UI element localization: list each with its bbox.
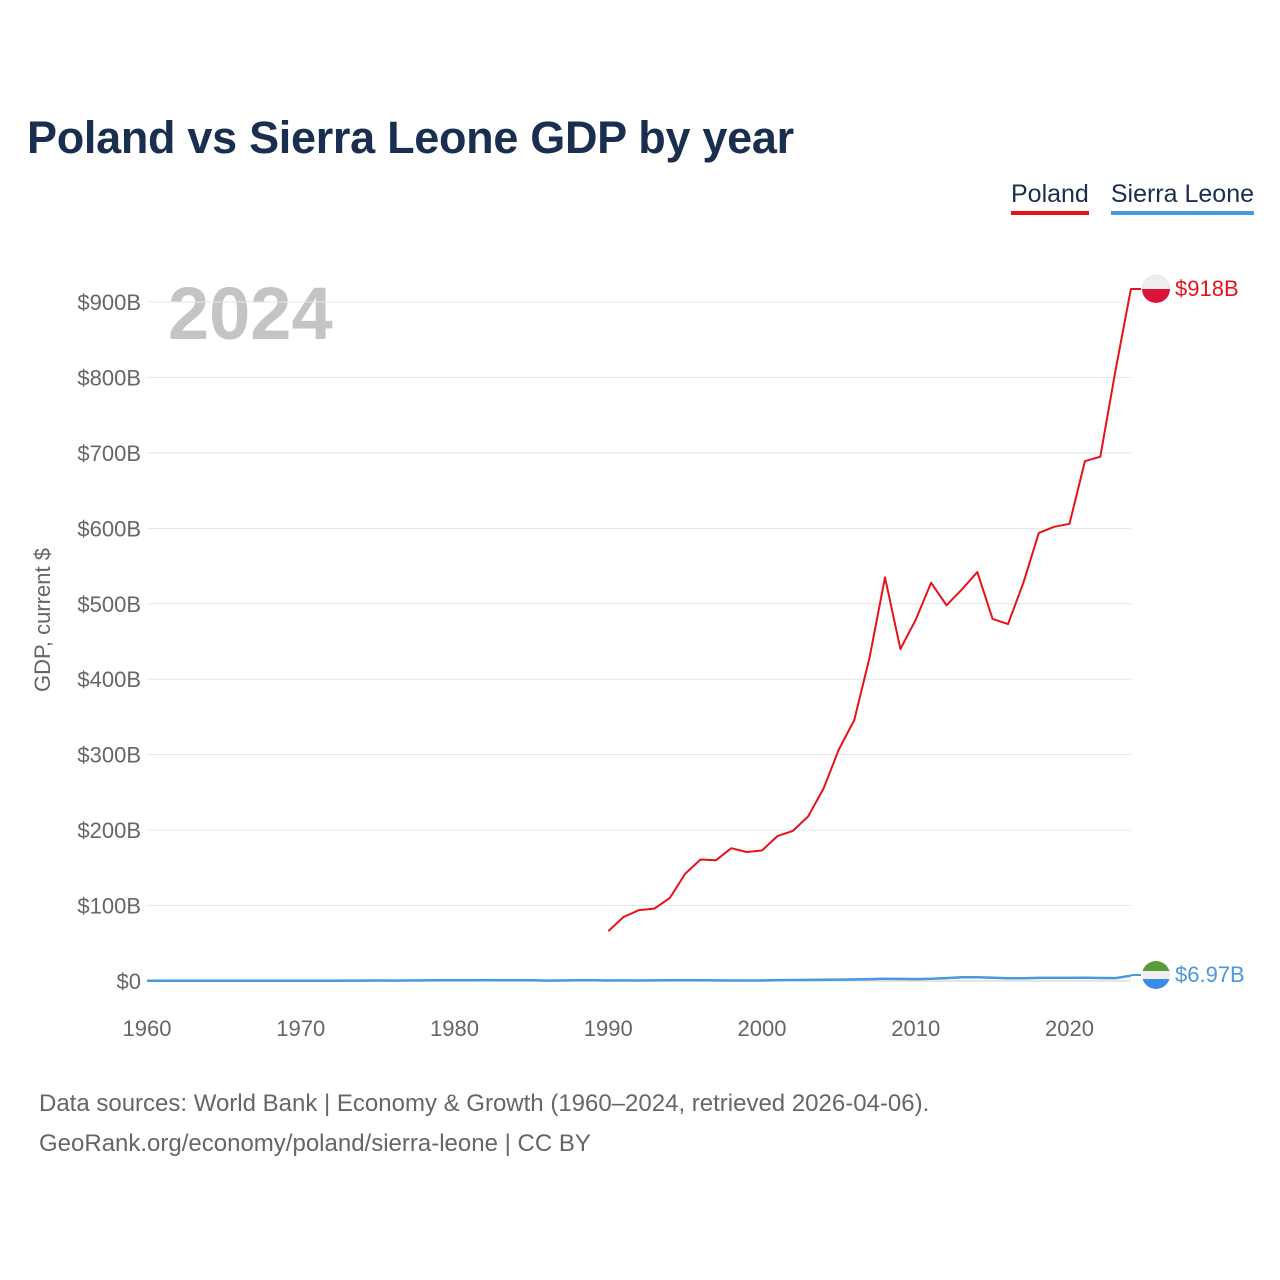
y-axis-label: GDP, current $: [30, 548, 55, 692]
source-line-2: GeoRank.org/economy/poland/sierra-leone …: [39, 1130, 591, 1157]
x-tick-label: 1970: [276, 1016, 325, 1041]
y-tick-label: $900B: [77, 290, 141, 315]
sierra-leone-flag-icon: [1142, 961, 1170, 989]
y-tick-label: $700B: [77, 441, 141, 466]
y-tick-label: $400B: [77, 667, 141, 692]
x-tick-label: 2000: [738, 1016, 787, 1041]
x-tick-label: 2010: [891, 1016, 940, 1041]
y-tick-label: $600B: [77, 516, 141, 541]
poland-end-marker: $918B: [1131, 275, 1239, 303]
source-line-1: Data sources: World Bank | Economy & Gro…: [39, 1090, 930, 1117]
sierra-leone-end-label: $6.97B: [1175, 962, 1245, 987]
y-tick-label: $100B: [77, 894, 141, 919]
legend-item-poland[interactable]: Poland: [1010, 180, 1089, 215]
source-footer: Data sources: World Bank | Economy & Gro…: [39, 1084, 929, 1164]
series-line-poland: [607, 288, 1132, 932]
poland-end-label: $918B: [1175, 276, 1239, 301]
y-tick-label: $500B: [77, 592, 141, 617]
legend-item-sierra-leone[interactable]: Sierra Leone: [1110, 180, 1254, 215]
x-tick-label: 2020: [1045, 1016, 1094, 1041]
y-tick-label: $200B: [77, 818, 141, 843]
chart-title: Poland vs Sierra Leone GDP by year: [27, 112, 794, 163]
y-tick-label: $300B: [77, 743, 141, 768]
x-tick-label: 1960: [123, 1016, 172, 1041]
poland-flag-white-half: [1142, 275, 1170, 289]
year-watermark: 2024: [168, 272, 333, 355]
x-tick-label: 1990: [584, 1016, 633, 1041]
series-line-sierra-leone: [147, 974, 1132, 983]
legend: Poland Sierra Leone: [1010, 180, 1254, 215]
y-tick-label: $800B: [77, 365, 141, 390]
sierra-leone-end-marker: $6.97B: [1131, 961, 1245, 989]
x-tick-label: 1980: [430, 1016, 479, 1041]
y-tick-label: $0: [117, 969, 141, 994]
